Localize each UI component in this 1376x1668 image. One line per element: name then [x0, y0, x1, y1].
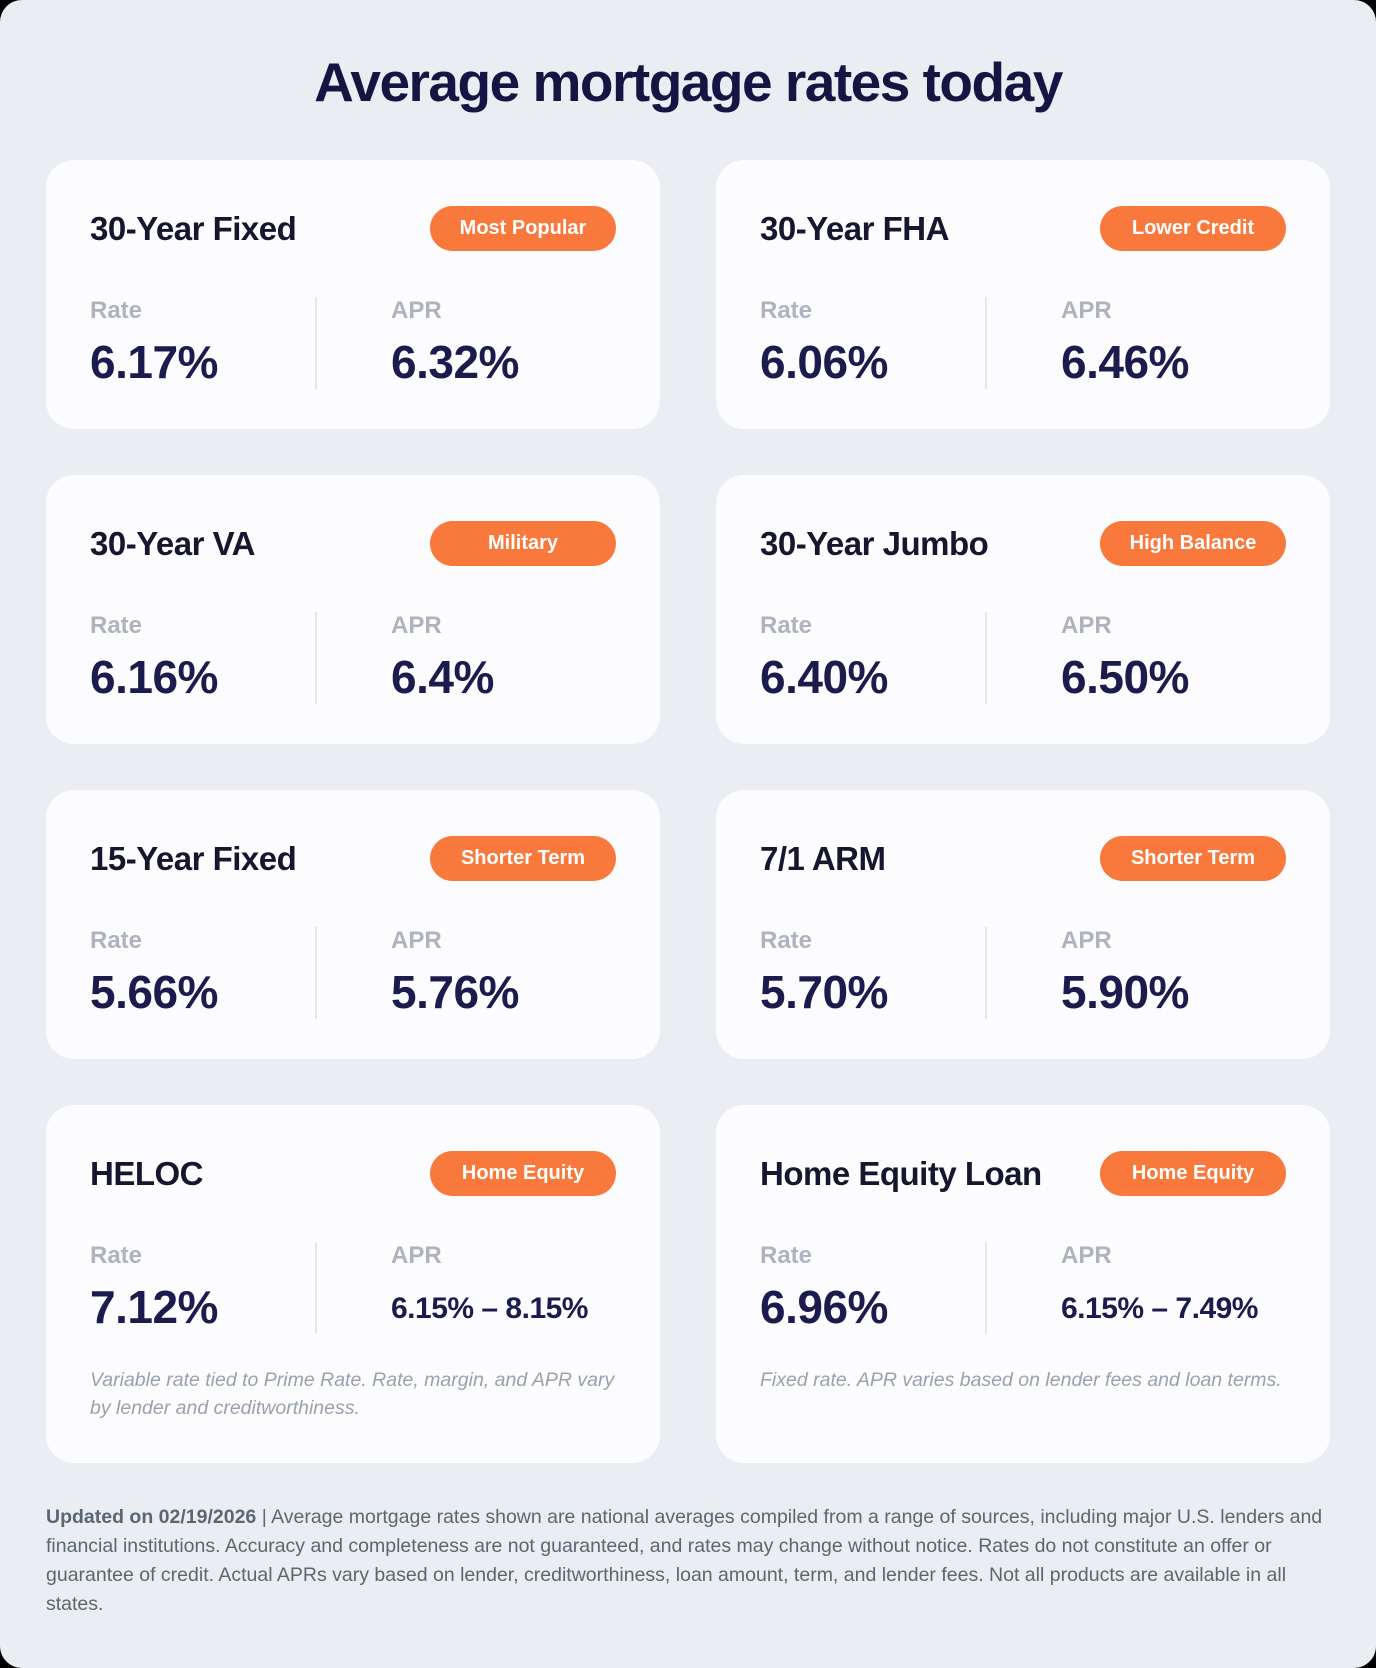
disclaimer-text: | Average mortgage rates shown are natio… [46, 1505, 1323, 1616]
rates-row: Rate 6.17% APR 6.32% [90, 297, 616, 389]
rate-value: 6.06% [760, 336, 888, 388]
rate-column: Rate 5.66% [90, 927, 315, 1019]
apr-column: APR 6.46% [985, 297, 1286, 389]
apr-label: APR [391, 297, 442, 324]
rate-column: Rate 6.06% [760, 297, 985, 389]
card-title: HELOC [90, 1154, 204, 1192]
card-header: 30-Year Jumbo High Balance [760, 521, 1286, 566]
rate-card-15-year-fixed: 15-Year Fixed Shorter Term Rate 5.66% AP… [46, 790, 660, 1059]
apr-label: APR [391, 612, 442, 639]
card-header: Home Equity Loan Home Equity [760, 1151, 1286, 1196]
apr-column: APR 6.50% [985, 612, 1286, 704]
card-title: Home Equity Loan [760, 1154, 1042, 1192]
card-header: 15-Year Fixed Shorter Term [90, 836, 616, 881]
card-footnote: Fixed rate. APR varies based on lender f… [760, 1369, 1282, 1391]
card-badge: Military [430, 521, 616, 566]
card-title: 30-Year Jumbo [760, 524, 989, 562]
rate-value: 6.16% [90, 651, 218, 703]
apr-value: 6.15% – 7.49% [1061, 1292, 1258, 1325]
card-title: 30-Year FHA [760, 209, 949, 247]
apr-column: APR 6.15% – 8.15% [315, 1242, 616, 1334]
apr-label: APR [391, 927, 442, 954]
card-header: 7/1 ARM Shorter Term [760, 836, 1286, 881]
rate-value: 6.96% [760, 1281, 888, 1333]
card-header: 30-Year Fixed Most Popular [90, 206, 616, 251]
apr-column: APR 6.32% [315, 297, 616, 389]
rate-label: Rate [90, 612, 143, 639]
apr-label: APR [1061, 927, 1112, 954]
card-header: 30-Year VA Military [90, 521, 616, 566]
rates-row: Rate 6.96% APR 6.15% – 7.49% [760, 1242, 1286, 1334]
rate-value: 6.17% [90, 336, 218, 388]
rate-card-30-year-fha: 30-Year FHA Lower Credit Rate 6.06% APR … [716, 160, 1330, 429]
rate-label: Rate [760, 297, 813, 324]
card-title: 15-Year Fixed [90, 839, 297, 877]
rate-column: Rate 6.16% [90, 612, 315, 704]
rate-label: Rate [760, 927, 813, 954]
card-footnote: Variable rate tied to Prime Rate. Rate, … [90, 1369, 615, 1420]
rates-row: Rate 5.66% APR 5.76% [90, 927, 616, 1019]
apr-value: 6.46% [1061, 336, 1189, 388]
rate-label: Rate [90, 927, 143, 954]
card-badge: High Balance [1100, 521, 1286, 566]
rate-column: Rate 7.12% [90, 1242, 315, 1334]
apr-column: APR 5.76% [315, 927, 616, 1019]
card-title: 30-Year Fixed [90, 209, 297, 247]
apr-value: 5.76% [391, 966, 519, 1018]
rate-label: Rate [90, 297, 143, 324]
card-badge: Lower Credit [1100, 206, 1286, 251]
rate-card-30-year-va: 30-Year VA Military Rate 6.16% APR 6.4% [46, 475, 660, 744]
rate-value: 5.70% [760, 966, 888, 1018]
card-title: 7/1 ARM [760, 839, 886, 877]
disclaimer-updated-date: Updated on 02/19/2026 [46, 1505, 257, 1528]
rate-column: Rate 6.96% [760, 1242, 985, 1334]
apr-label: APR [391, 1242, 442, 1269]
rate-card-7-1-arm: 7/1 ARM Shorter Term Rate 5.70% APR 5.90… [716, 790, 1330, 1059]
rate-label: Rate [90, 1242, 143, 1269]
rate-card-heloc: HELOC Home Equity Rate 7.12% APR 6.15% –… [46, 1105, 660, 1463]
rate-card-30-year-jumbo: 30-Year Jumbo High Balance Rate 6.40% AP… [716, 475, 1330, 744]
card-badge: Home Equity [430, 1151, 616, 1196]
disclaimer: Updated on 02/19/2026 | Average mortgage… [46, 1503, 1330, 1620]
rate-value: 6.40% [760, 651, 888, 703]
apr-column: APR 6.4% [315, 612, 616, 704]
card-badge: Most Popular [430, 206, 616, 251]
card-badge: Shorter Term [430, 836, 616, 881]
rate-card-30-year-fixed: 30-Year Fixed Most Popular Rate 6.17% AP… [46, 160, 660, 429]
rate-card-home-equity-loan: Home Equity Loan Home Equity Rate 6.96% … [716, 1105, 1330, 1463]
rates-row: Rate 6.40% APR 6.50% [760, 612, 1286, 704]
rate-value: 7.12% [90, 1281, 218, 1333]
rate-label: Rate [760, 1242, 813, 1269]
rate-value: 5.66% [90, 966, 218, 1018]
card-badge: Shorter Term [1100, 836, 1286, 881]
card-title: 30-Year VA [90, 524, 256, 562]
card-badge: Home Equity [1100, 1151, 1286, 1196]
apr-value: 6.32% [391, 336, 519, 388]
apr-label: APR [1061, 1242, 1112, 1269]
apr-label: APR [1061, 612, 1112, 639]
apr-column: APR 6.15% – 7.49% [985, 1242, 1286, 1334]
apr-value: 6.4% [391, 651, 494, 703]
apr-label: APR [1061, 297, 1112, 324]
rate-label: Rate [760, 612, 813, 639]
rates-row: Rate 7.12% APR 6.15% – 8.15% [90, 1242, 616, 1334]
apr-value: 6.50% [1061, 651, 1189, 703]
apr-column: APR 5.90% [985, 927, 1286, 1019]
card-header: HELOC Home Equity [90, 1151, 616, 1196]
apr-value: 5.90% [1061, 966, 1189, 1018]
rate-cards-grid: 30-Year Fixed Most Popular Rate 6.17% AP… [46, 160, 1330, 1463]
rate-column: Rate 5.70% [760, 927, 985, 1019]
apr-value: 6.15% – 8.15% [391, 1292, 588, 1325]
card-header: 30-Year FHA Lower Credit [760, 206, 1286, 251]
rates-row: Rate 6.06% APR 6.46% [760, 297, 1286, 389]
rates-row: Rate 5.70% APR 5.90% [760, 927, 1286, 1019]
rate-column: Rate 6.17% [90, 297, 315, 389]
rate-column: Rate 6.40% [760, 612, 985, 704]
rates-row: Rate 6.16% APR 6.4% [90, 612, 616, 704]
page-title: Average mortgage rates today [314, 51, 1063, 113]
